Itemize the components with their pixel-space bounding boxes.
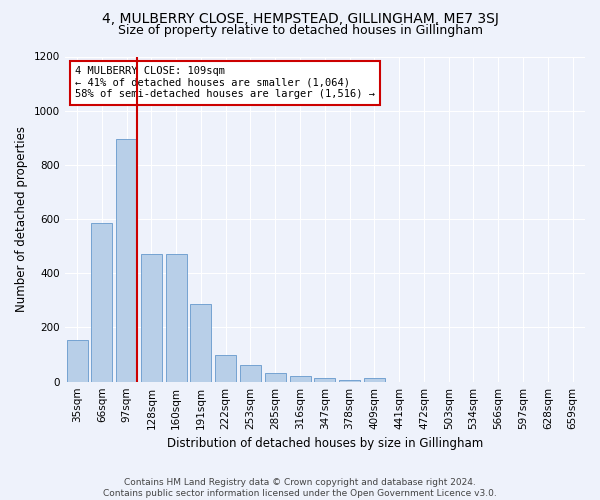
Bar bbox=[290, 376, 311, 382]
Text: Contains HM Land Registry data © Crown copyright and database right 2024.
Contai: Contains HM Land Registry data © Crown c… bbox=[103, 478, 497, 498]
Text: Size of property relative to detached houses in Gillingham: Size of property relative to detached ho… bbox=[118, 24, 482, 37]
Bar bbox=[364, 378, 385, 382]
Bar bbox=[339, 380, 360, 382]
Bar bbox=[166, 254, 187, 382]
Y-axis label: Number of detached properties: Number of detached properties bbox=[15, 126, 28, 312]
Bar bbox=[116, 139, 137, 382]
Bar bbox=[314, 378, 335, 382]
Text: 4 MULBERRY CLOSE: 109sqm
← 41% of detached houses are smaller (1,064)
58% of sem: 4 MULBERRY CLOSE: 109sqm ← 41% of detach… bbox=[75, 66, 375, 100]
Bar bbox=[190, 304, 211, 382]
X-axis label: Distribution of detached houses by size in Gillingham: Distribution of detached houses by size … bbox=[167, 437, 483, 450]
Bar bbox=[141, 254, 162, 382]
Bar bbox=[67, 340, 88, 382]
Bar bbox=[265, 373, 286, 382]
Bar bbox=[240, 365, 261, 382]
Bar bbox=[215, 354, 236, 382]
Bar bbox=[91, 224, 112, 382]
Text: 4, MULBERRY CLOSE, HEMPSTEAD, GILLINGHAM, ME7 3SJ: 4, MULBERRY CLOSE, HEMPSTEAD, GILLINGHAM… bbox=[101, 12, 499, 26]
